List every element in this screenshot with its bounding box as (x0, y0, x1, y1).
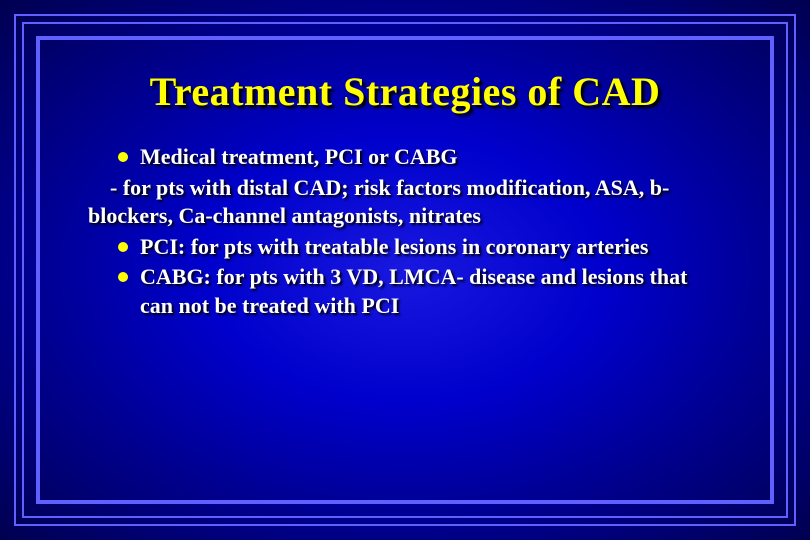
bullet-item: Medical treatment, PCI or CABG (88, 143, 722, 172)
slide-title: Treatment Strategies of CAD (88, 68, 722, 115)
bullet-icon (118, 272, 128, 282)
bullet-text: Medical treatment, PCI or CABG (140, 143, 722, 172)
bullet-text: PCI: for pts with treatable lesions in c… (140, 233, 722, 262)
bullet-icon (118, 242, 128, 252)
bullet-item: CABG: for pts with 3 VD, LMCA- disease a… (88, 263, 722, 320)
bullet-text: CABG: for pts with 3 VD, LMCA- disease a… (140, 263, 722, 320)
bullet-item: PCI: for pts with treatable lesions in c… (88, 233, 722, 262)
slide: Treatment Strategies of CAD Medical trea… (0, 0, 810, 540)
bullet-subtext: - for pts with distal CAD; risk factors … (88, 174, 722, 231)
frame-inner: Treatment Strategies of CAD Medical trea… (36, 36, 774, 504)
bullet-icon (118, 152, 128, 162)
slide-content: Medical treatment, PCI or CABG - for pts… (88, 143, 722, 321)
